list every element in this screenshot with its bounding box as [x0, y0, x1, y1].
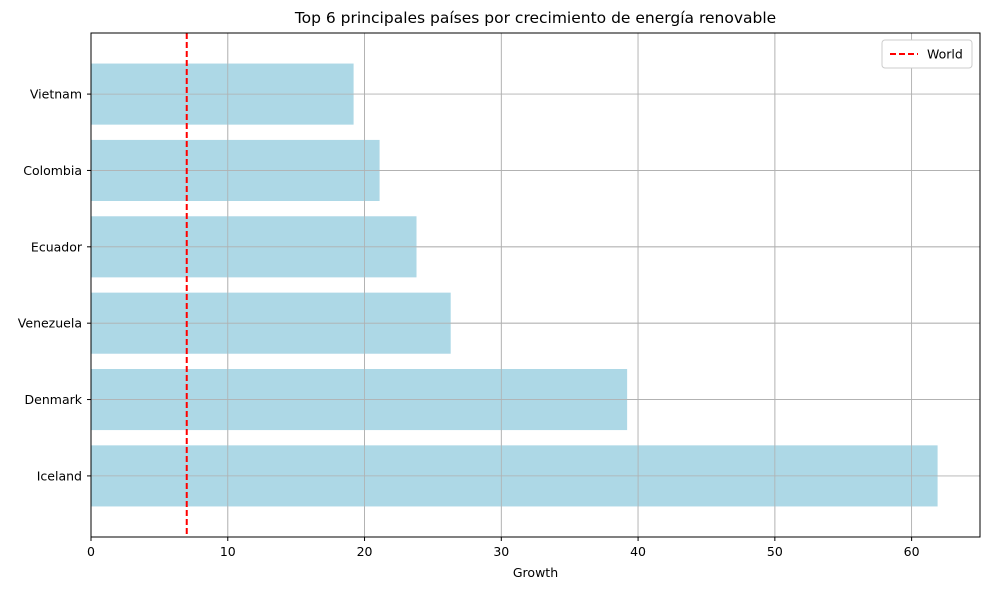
chart-title: Top 6 principales países por crecimiento…: [294, 9, 776, 27]
x-tick-label: 0: [87, 544, 95, 559]
y-tick-label: Colombia: [23, 163, 82, 178]
x-tick-label: 10: [220, 544, 236, 559]
x-axis: 0 10 20 30 40 50 60: [87, 537, 920, 559]
x-tick-label: 50: [767, 544, 783, 559]
grid-overlay: [90, 33, 980, 537]
legend-box: [881, 39, 973, 69]
x-tick-label: 40: [630, 544, 646, 559]
x-tick-label: 60: [904, 544, 920, 559]
y-tick-label: Iceland: [37, 468, 82, 483]
x-tick-label: 30: [493, 544, 509, 559]
y-axis: Iceland Denmark Venezuela Ecuador Colombia Vi…: [18, 87, 91, 483]
y-tick-label: Venezuela: [18, 316, 82, 331]
y-tick-label: Vietnam: [30, 87, 82, 102]
legend-label-world: World: [927, 47, 963, 62]
plot-frame: [90, 32, 981, 538]
legend: World: [881, 39, 973, 69]
x-tick-label: 20: [357, 544, 373, 559]
y-tick-label: Denmark: [25, 392, 83, 407]
x-axis-label: Growth: [513, 565, 558, 580]
y-tick-label: Ecuador: [31, 239, 83, 254]
bars-layer: [90, 33, 980, 537]
